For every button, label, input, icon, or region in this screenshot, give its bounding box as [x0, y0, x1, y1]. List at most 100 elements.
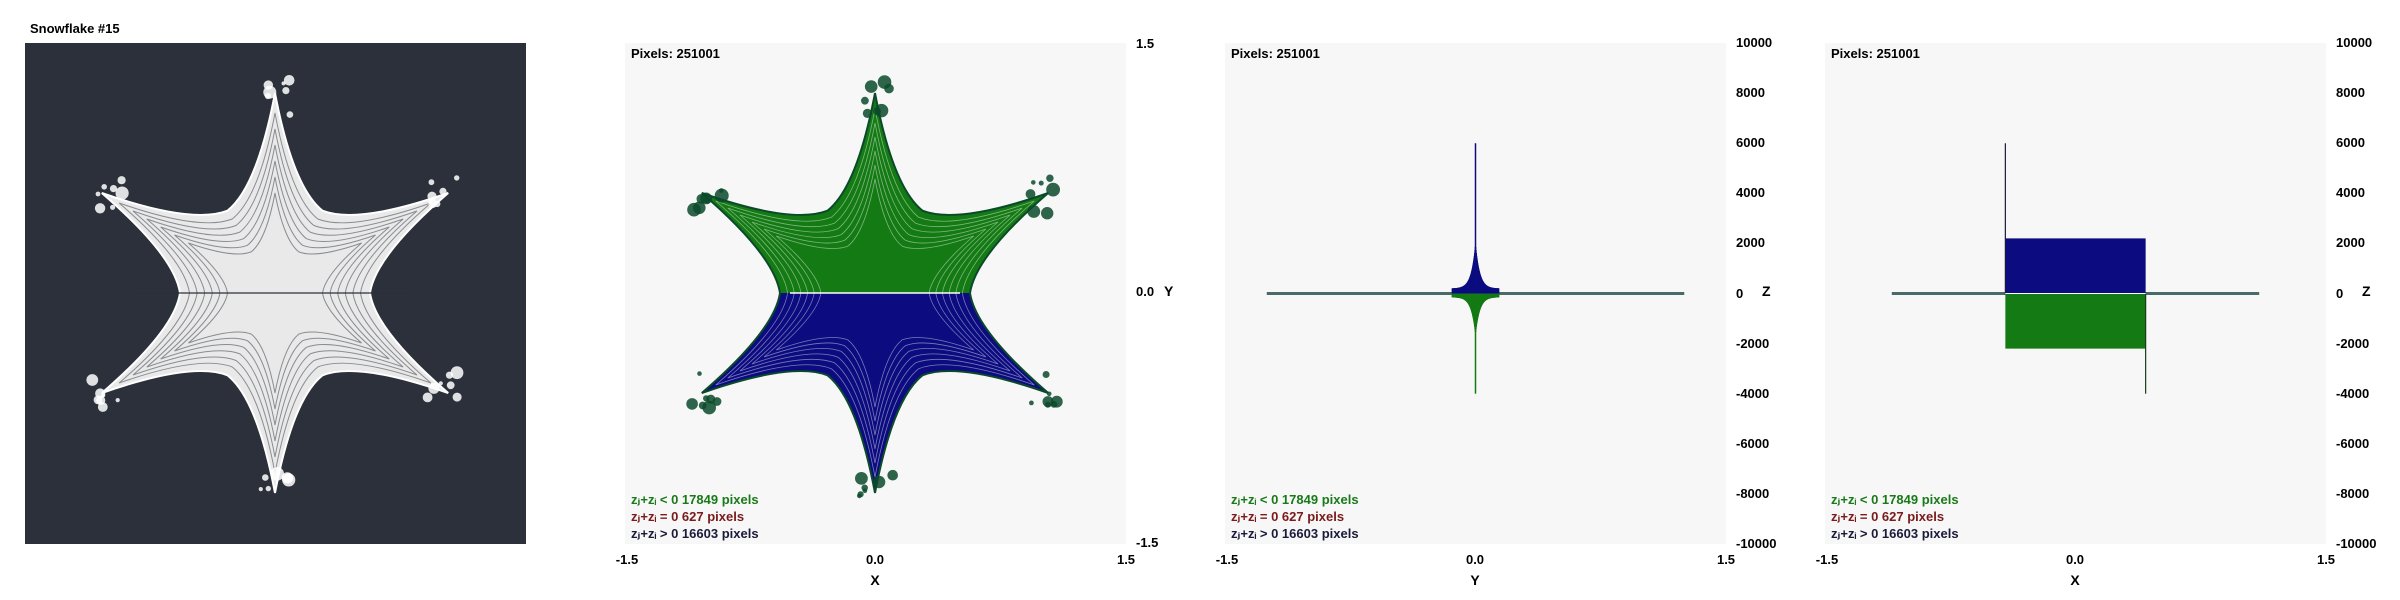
- x-tick-mid: 0.0: [2066, 552, 2084, 567]
- yz-z-tick: -2000: [1736, 336, 1769, 351]
- thumbnail-panel: [25, 43, 526, 544]
- legend-neg: zⱼ+zᵢ < 0 17849 pixels: [1831, 491, 1959, 508]
- legend: zⱼ+zᵢ < 0 17849 pixels zⱼ+zᵢ = 0 627 pix…: [631, 491, 759, 542]
- x-tick-mid: 0.0: [866, 552, 884, 567]
- xz-z-tick: -10000: [2336, 536, 2376, 551]
- snowflake-tip-blob: [98, 402, 108, 412]
- xy-tip-blob: [873, 476, 885, 488]
- yz-z-tick: 6000: [1736, 135, 1765, 150]
- yz-plot-svg: [1225, 43, 1726, 544]
- xz-z-tick: 4000: [2336, 185, 2365, 200]
- yz-z-tick: 2000: [1736, 235, 1765, 250]
- yz-z-tick: -6000: [1736, 436, 1769, 451]
- snowflake-tip-blob: [282, 87, 289, 94]
- plateau-neg: [2005, 294, 2145, 349]
- xy-tip-blob: [855, 472, 868, 485]
- snowflake-tip-blob: [427, 192, 436, 201]
- x-tick-right: 1.5: [1117, 552, 1135, 567]
- xy-tip-blob: [702, 401, 716, 415]
- snowflake-tip-blob: [101, 184, 107, 190]
- snowflake-tip-blob: [451, 366, 464, 379]
- yz-z-tick: -10000: [1736, 536, 1776, 551]
- xz-z-tick: -8000: [2336, 486, 2369, 501]
- snowflake-tip-blob: [453, 393, 462, 402]
- snowflake-tip-blob: [284, 75, 295, 86]
- xy-tip-blob: [1051, 401, 1058, 408]
- z-axis-name: Z: [2362, 283, 2371, 299]
- xz-z-tick: -2000: [2336, 336, 2369, 351]
- xy-tip-blob: [861, 97, 869, 105]
- pixels-label: Pixels: 251001: [631, 46, 720, 61]
- plateau-pos: [2005, 238, 2145, 293]
- yz-bars: [1267, 143, 1685, 394]
- x-tick-left: -1.5: [616, 552, 638, 567]
- xz-bars: [1892, 143, 2259, 394]
- snowflake-tip-blob: [428, 199, 437, 208]
- z-axis-name: Z: [1762, 283, 1771, 299]
- xy-tip-blob: [1041, 207, 1053, 219]
- x-tick-left: -1.5: [1216, 552, 1238, 567]
- legend-pos: zⱼ+zᵢ > 0 16603 pixels: [1231, 525, 1359, 542]
- xy-tip-blob: [1026, 189, 1036, 199]
- xz-z-tick: 8000: [2336, 85, 2365, 100]
- xy-tip-blob: [700, 193, 712, 205]
- snowflake-tip-blob: [96, 192, 101, 197]
- xy-tip-blob: [1031, 180, 1036, 185]
- xz-z-tick: -6000: [2336, 436, 2369, 451]
- xy-tip-blob: [884, 84, 894, 94]
- x-tick-right: 1.5: [1717, 552, 1735, 567]
- snowflake-tip-blob: [259, 487, 263, 491]
- xy-plot-svg: [625, 43, 1126, 544]
- legend-zero: zⱼ+zᵢ = 0 627 pixels: [1231, 508, 1359, 525]
- xy-tip-blob: [719, 188, 724, 193]
- snowflake-tip-blob: [439, 188, 446, 195]
- legend: zⱼ+zᵢ < 0 17849 pixels zⱼ+zᵢ = 0 627 pix…: [1831, 491, 1959, 542]
- xy-tip-blob: [1043, 371, 1050, 378]
- y-axis-name: Y: [1164, 283, 1173, 299]
- snowflake-tip-blob: [95, 388, 105, 398]
- legend-neg: zⱼ+zᵢ < 0 17849 pixels: [1231, 491, 1359, 508]
- snowflake-tip-blob: [118, 176, 126, 184]
- xy-tip-blob: [703, 395, 709, 401]
- yz-z-tick: 0: [1736, 286, 1743, 301]
- xy-tip-blob: [1027, 205, 1040, 218]
- snowflake-thumbnail: [25, 43, 526, 544]
- thumbnail-title: Snowflake #15: [30, 21, 120, 36]
- xy-tip-blob: [858, 491, 864, 497]
- x-tick-right: 1.5: [2317, 552, 2335, 567]
- snowflake-tip-blob: [262, 474, 269, 481]
- snowflake-tip-blob: [116, 187, 129, 200]
- legend-zero: zⱼ+zᵢ = 0 627 pixels: [631, 508, 759, 525]
- xy-plot-panel: Pixels: 251001 zⱼ+zᵢ < 0 17849 pixels zⱼ…: [625, 43, 1126, 544]
- x-tick-left: -1.5: [1816, 552, 1838, 567]
- y-tick-bottom: -1.5: [1136, 535, 1158, 550]
- xy-tip-blob: [865, 80, 878, 93]
- xy-tip-blob: [697, 371, 702, 376]
- x-axis-name: Y: [1470, 572, 1479, 588]
- xy-tip-blob: [1039, 181, 1044, 186]
- snowflake-tip-blob: [287, 111, 294, 118]
- snowflake-tip-blob: [439, 381, 443, 385]
- x-axis-name: X: [2070, 572, 2079, 588]
- yz-z-tick: 10000: [1736, 35, 1772, 50]
- yz-z-tick: 4000: [1736, 185, 1765, 200]
- pixels-label: Pixels: 251001: [1831, 46, 1920, 61]
- snowflake-tip-blob: [423, 393, 433, 403]
- snowflake-shape: [86, 75, 463, 493]
- xy-tip-blob: [863, 109, 872, 118]
- x-tick-mid: 0.0: [1466, 552, 1484, 567]
- xy-tip-blob: [1046, 175, 1053, 182]
- xy-tip-blob: [1029, 401, 1034, 406]
- xz-z-tick: 2000: [2336, 235, 2365, 250]
- y-tick-top: 1.5: [1136, 36, 1154, 51]
- yz-z-tick: -8000: [1736, 486, 1769, 501]
- yz-plot-panel: Pixels: 251001 zⱼ+zᵢ < 0 17849 pixels zⱼ…: [1225, 43, 1726, 544]
- xy-tip-blob: [887, 470, 898, 481]
- xz-z-tick: 10000: [2336, 35, 2372, 50]
- snowflake-tip-blob: [266, 486, 271, 491]
- snowflake-tip-blob: [116, 398, 120, 402]
- xz-z-tick: 0: [2336, 286, 2343, 301]
- snowflake-tip-blob: [428, 383, 439, 394]
- yz-z-tick: 8000: [1736, 85, 1765, 100]
- snowflake-tip-blob: [454, 175, 459, 180]
